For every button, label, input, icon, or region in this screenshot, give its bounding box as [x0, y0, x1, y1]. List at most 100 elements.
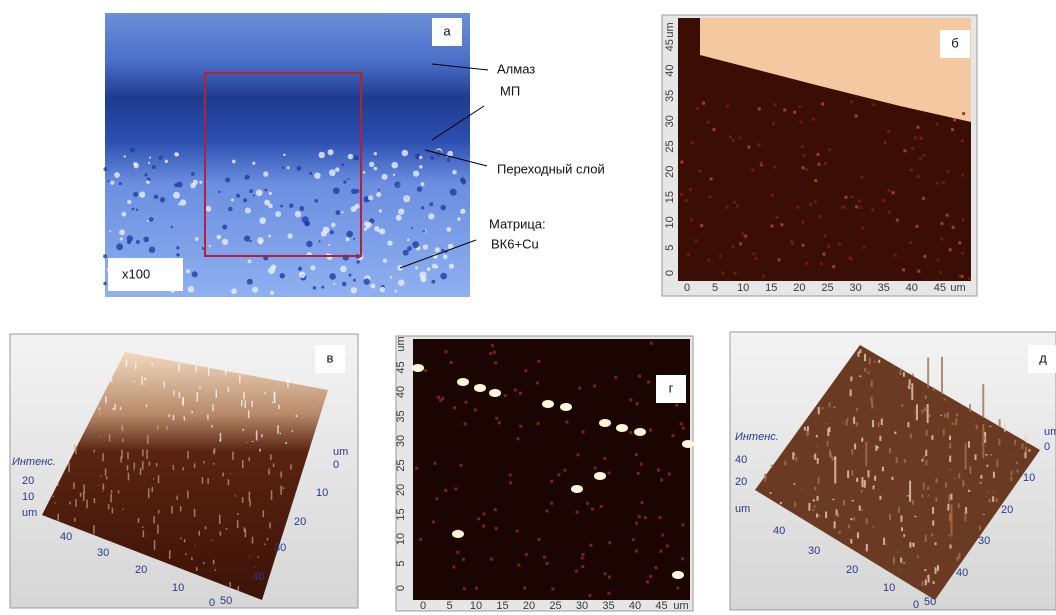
texture-dot [191, 172, 195, 176]
texture-dot [159, 156, 163, 160]
texture-dot [638, 515, 641, 518]
texture-dot [676, 587, 679, 590]
x-tick-label: 10 [470, 600, 482, 612]
texture-dot [719, 255, 722, 258]
texture-dot [814, 179, 817, 182]
texture-dot [958, 241, 961, 244]
texture-dot [429, 202, 433, 206]
texture-dot [824, 162, 827, 165]
texture-dot [894, 254, 897, 257]
texture-dot [264, 200, 270, 206]
texture-dot [725, 206, 728, 209]
bright-spot [489, 389, 501, 397]
texture-dot [121, 212, 126, 217]
texture-dot [462, 558, 465, 561]
texture-dot [747, 146, 750, 149]
texture-dot [739, 242, 742, 245]
texture-dot [335, 167, 339, 171]
y-tick-label: 25 [664, 140, 676, 152]
texture-dot [231, 288, 237, 294]
texture-dot [176, 253, 179, 256]
bright-spot [560, 403, 572, 411]
texture-dot [593, 385, 596, 388]
texture-dot [941, 222, 944, 225]
texture-dot [119, 229, 125, 235]
texture-dot [680, 193, 683, 196]
bright-spot [672, 571, 684, 579]
texture-dot [144, 173, 147, 176]
texture-dot [453, 406, 456, 409]
texture-dot [638, 375, 641, 378]
texture-dot [632, 538, 635, 541]
texture-dot [437, 396, 440, 399]
texture-dot [647, 381, 650, 384]
panel-label: в [327, 350, 334, 365]
texture-dot [225, 177, 230, 182]
z-tick-label: 10 [22, 491, 34, 503]
texture-dot [318, 240, 320, 242]
texture-dot [801, 220, 804, 223]
texture-dot [668, 473, 671, 476]
texture-dot [915, 225, 918, 228]
texture-dot [341, 211, 343, 213]
panel-label: г [669, 380, 674, 395]
texture-dot [832, 265, 835, 268]
texture-dot [707, 259, 710, 262]
texture-dot [850, 195, 853, 198]
axis-tick-label: 30 [978, 535, 990, 547]
texture-dot [582, 553, 585, 556]
texture-dot [176, 153, 179, 156]
texture-dot [103, 254, 107, 258]
texture-dot [302, 216, 309, 223]
x-tick-label: 5 [712, 282, 718, 294]
texture-dot [216, 235, 221, 240]
texture-dot [489, 352, 492, 355]
texture-dot [133, 162, 137, 166]
texture-dot [909, 241, 912, 244]
texture-dot [415, 467, 418, 470]
texture-dot [936, 182, 939, 185]
texture-dot [649, 575, 652, 578]
texture-dot [736, 204, 739, 207]
texture-dot [441, 249, 444, 252]
texture-dot [268, 267, 275, 274]
texture-dot [629, 398, 632, 401]
texture-dot [236, 194, 240, 198]
texture-dot [805, 262, 808, 265]
texture-dot [374, 152, 377, 155]
texture-dot [671, 434, 674, 437]
texture-dot [353, 238, 355, 240]
texture-dot [143, 237, 149, 243]
texture-dot [771, 225, 774, 228]
texture-dot [690, 218, 693, 221]
texture-dot [812, 118, 815, 121]
x-unit: um [950, 282, 965, 294]
axis-tick-label: 0 [209, 597, 215, 609]
texture-dot [130, 148, 135, 153]
texture-dot [296, 166, 301, 171]
texture-dot [114, 172, 120, 178]
axis-unit: um [333, 446, 348, 458]
texture-dot [917, 270, 920, 273]
texture-dot [644, 516, 647, 519]
texture-dot [419, 156, 422, 159]
texture-dot [263, 171, 268, 176]
texture-dot [136, 240, 140, 244]
texture-dot [460, 464, 463, 467]
texture-dot [364, 221, 369, 226]
texture-dot [850, 100, 853, 103]
texture-dot [689, 188, 692, 191]
texture-dot [450, 189, 457, 196]
texture-dot [380, 287, 386, 293]
z-tick-label: 20 [735, 476, 747, 488]
texture-dot [604, 572, 607, 575]
texture-dot [902, 268, 905, 271]
texture-dot [949, 248, 952, 251]
y-tick-label: 10 [664, 216, 676, 228]
texture-dot [259, 217, 266, 224]
texture-dot [346, 231, 353, 238]
texture-dot [139, 191, 145, 197]
axis-tick-label: 40 [956, 567, 968, 579]
x-tick-label: 25 [549, 600, 561, 612]
x-tick-label: 35 [602, 600, 614, 612]
